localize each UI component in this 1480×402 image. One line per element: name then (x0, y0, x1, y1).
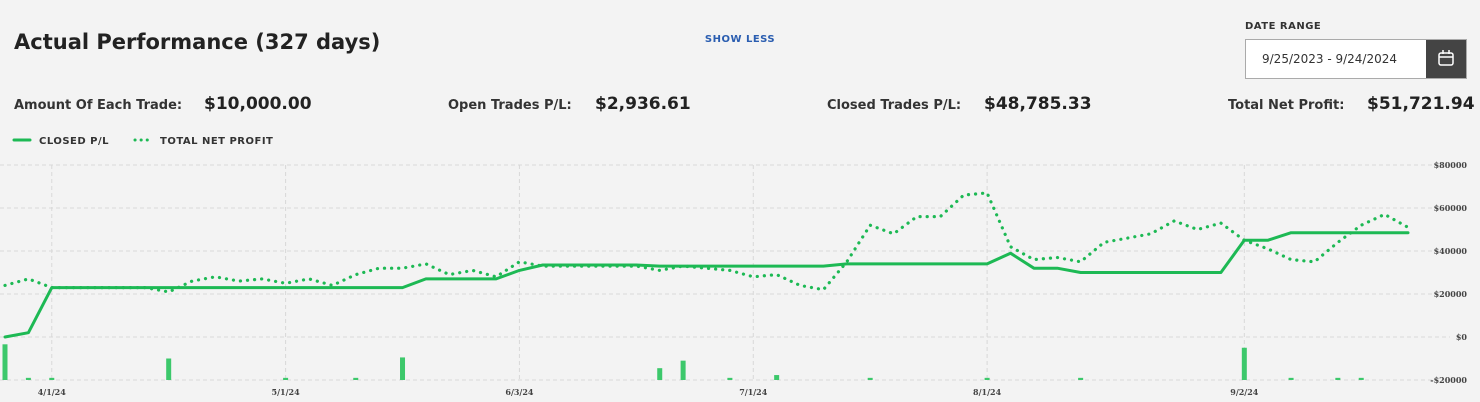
pl-bar (166, 358, 172, 380)
pl-bar (727, 377, 733, 380)
series-line (3, 231, 1410, 339)
legend: CLOSED P/L TOTAL NET PROFIT (12, 136, 273, 147)
legend-label: TOTAL NET PROFIT (160, 136, 273, 147)
pl-bar (25, 377, 31, 380)
x-tick-label: 4/1/24 (38, 387, 67, 397)
pl-bar (1358, 377, 1364, 380)
stat-value: $2,936.61 (595, 94, 691, 114)
stat-value: $10,000.00 (204, 94, 312, 114)
stat-label: Open Trades P/L: (448, 98, 572, 113)
calendar-button[interactable] (1426, 40, 1466, 78)
pl-bar (353, 377, 359, 380)
x-tick-label: 6/3/24 (505, 387, 534, 397)
pl-bar (1241, 347, 1247, 380)
stats: Amount Of Each Trade: $10,000.00 Open Trad… (14, 94, 1475, 114)
stat-value: $48,785.33 (984, 94, 1092, 114)
pl-bar (283, 377, 289, 380)
y-tick-label: $60000 (1434, 203, 1468, 213)
calendar-icon (1438, 50, 1454, 66)
pl-bar (1288, 377, 1294, 380)
pl-bar (657, 368, 663, 380)
legend-label: CLOSED P/L (39, 136, 109, 147)
pl-bar (774, 375, 780, 380)
plot: -$20000 $0 $20000 $40000 $60000 $80000 4/1/24 5… (0, 160, 1467, 397)
x-tick-label: 8/1/24 (973, 387, 1002, 397)
pl-bar (1335, 377, 1341, 380)
y-tick-label: $0 (1456, 332, 1468, 342)
pl-bar (867, 377, 873, 380)
stat-label: Total Net Profit: (1228, 98, 1344, 113)
stat-label: Closed Trades P/L: (827, 98, 961, 113)
date-range-label: DATE RANGE (1245, 21, 1321, 32)
pl-bar (680, 360, 686, 380)
page-title: Actual Performance (327 days) (14, 30, 380, 54)
y-tick-label: $80000 (1434, 160, 1468, 170)
show-less-button[interactable]: SHOW LESS (705, 34, 775, 45)
y-tick-label: $40000 (1434, 246, 1468, 256)
pl-bar (1078, 377, 1084, 380)
date-range-value: 9/25/2023 - 9/24/2024 (1262, 52, 1397, 66)
pl-bar (400, 357, 406, 380)
pl-bar (2, 344, 8, 380)
pl-bar (49, 377, 55, 380)
x-tick-label: 9/2/24 (1230, 387, 1259, 397)
stat-value: $51,721.94 (1367, 94, 1475, 114)
pl-bar (984, 377, 990, 380)
x-tick-label: 7/1/24 (739, 387, 768, 397)
y-tick-label: $20000 (1434, 289, 1468, 299)
x-tick-label: 5/1/24 (272, 387, 301, 397)
series-line (3, 191, 1410, 294)
stat-label: Amount Of Each Trade: (14, 98, 182, 113)
y-tick-label: -$20000 (1430, 375, 1467, 385)
